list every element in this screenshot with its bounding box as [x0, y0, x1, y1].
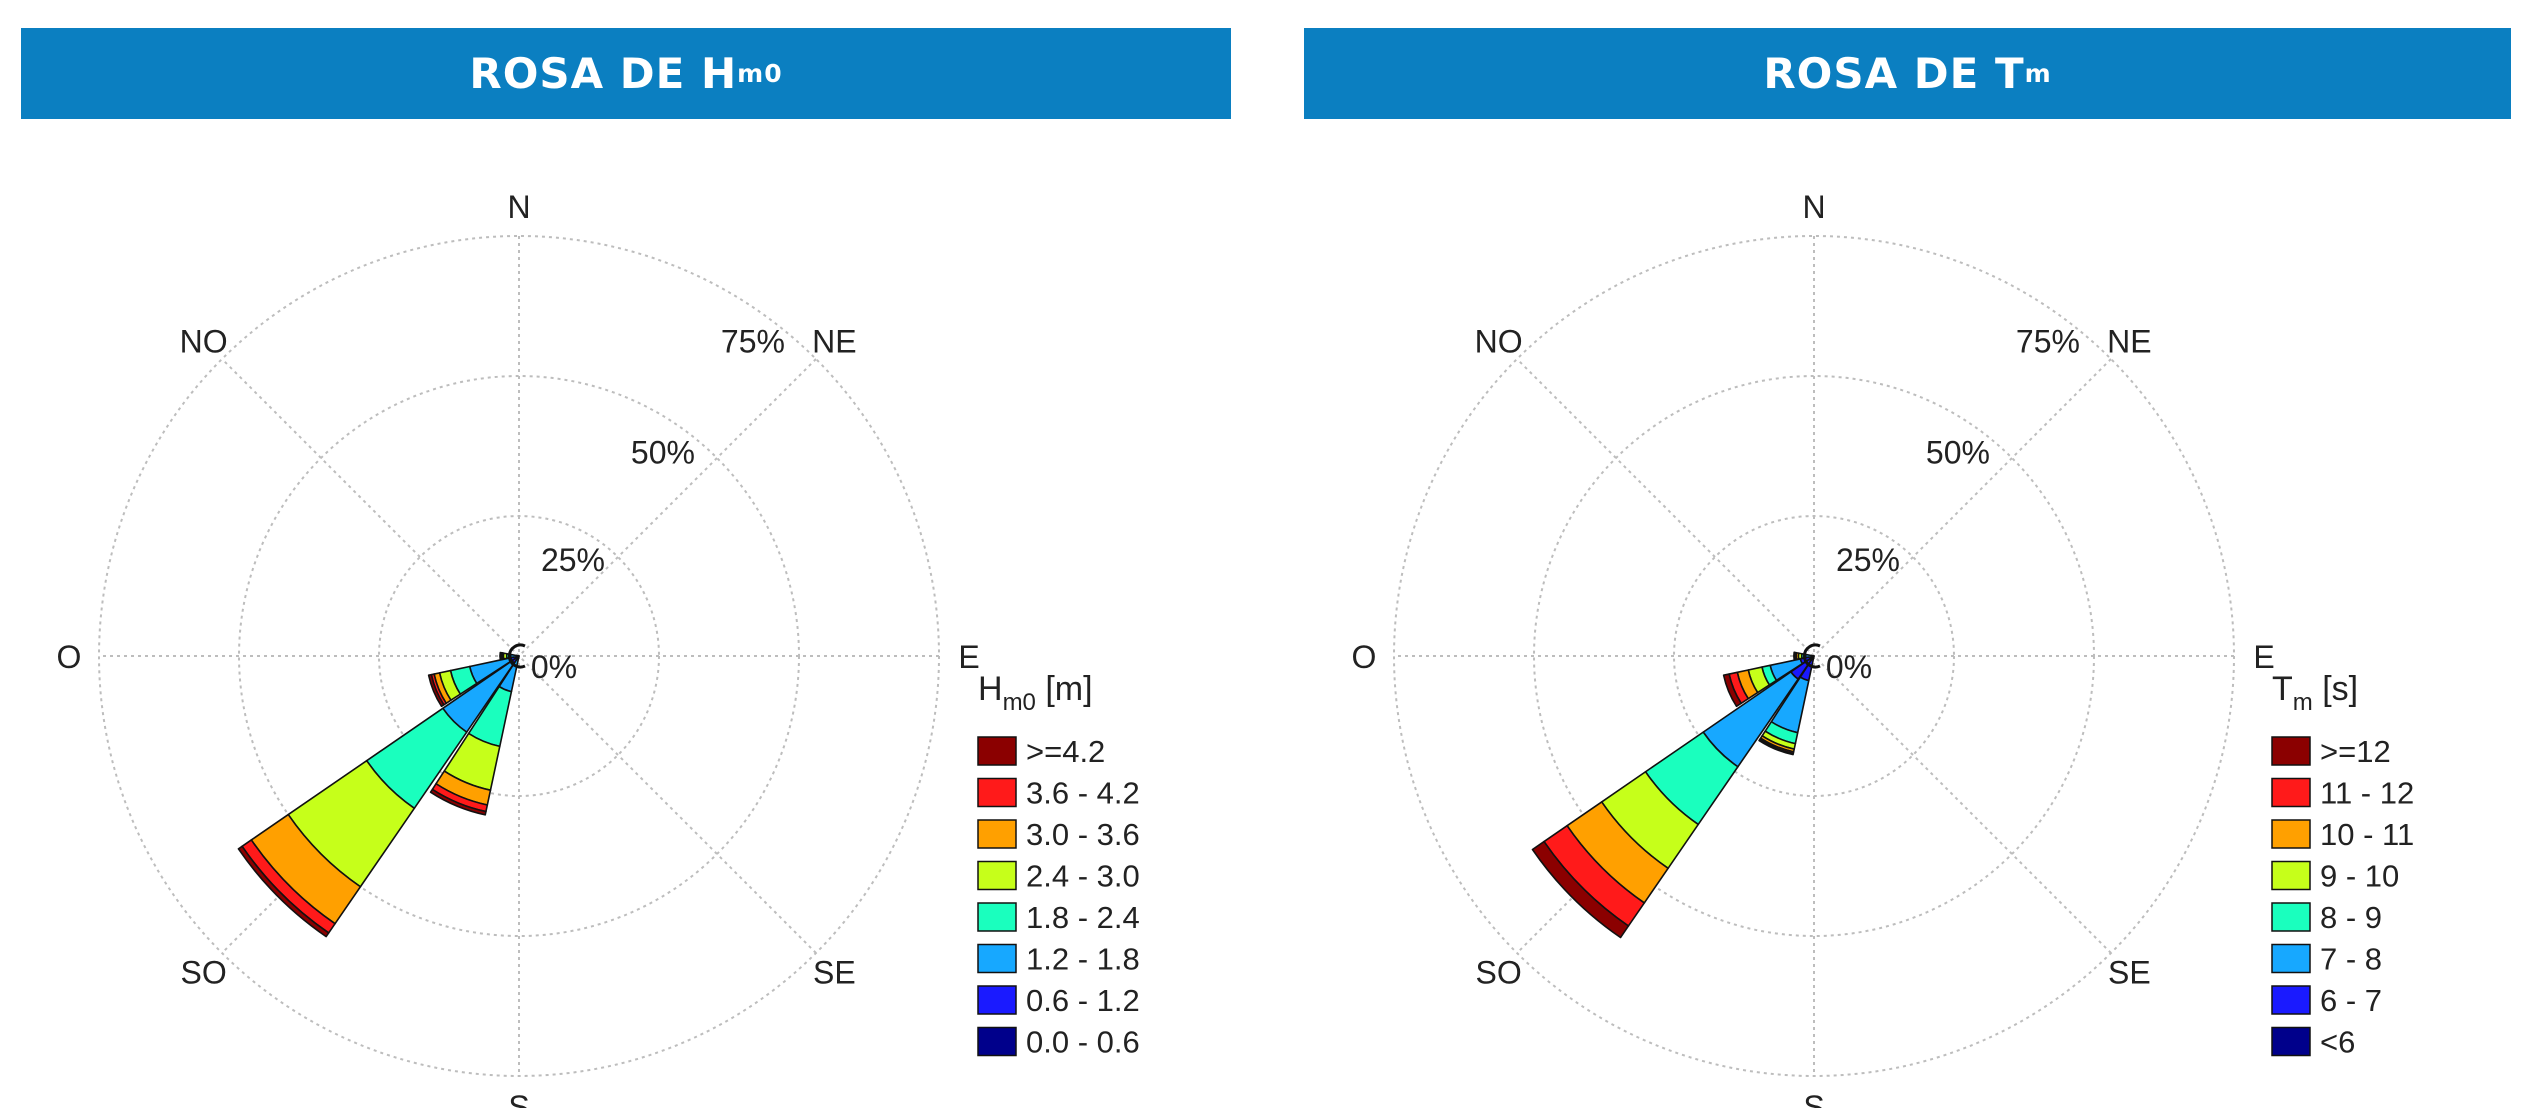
tm-direction-label-ne: NE	[2107, 324, 2151, 360]
hm0-direction-label-ne: NE	[812, 324, 856, 360]
hm0-ring-label-0: 0%	[531, 649, 577, 685]
tm-legend-swatch	[2271, 819, 2311, 849]
tm-legend-swatch	[2271, 985, 2311, 1015]
hm0-legend-label: 2.4 - 3.0	[1026, 859, 1140, 894]
tm-direction-label-e: E	[2253, 639, 2274, 675]
hm0-direction-label-o: O	[57, 639, 82, 675]
tm-legend-label: 8 - 9	[2320, 900, 2382, 935]
tm-ring-label-1: 25%	[1836, 542, 1900, 578]
hm0-ring-label-2: 50%	[631, 435, 695, 471]
hm0-direction-label-so: SO	[181, 954, 227, 990]
tm-wedge-segment	[1531, 840, 1630, 939]
hm0-legend-label: >=4.2	[1026, 734, 1105, 769]
tm-ring-label-3: 75%	[2016, 323, 2080, 359]
hm0-direction-label-no: NO	[180, 324, 228, 360]
tm-legend-swatch	[2271, 943, 2311, 974]
hm0-legend-label: 3.6 - 4.2	[1026, 776, 1140, 811]
hm0-legend-label: 1.2 - 1.8	[1026, 942, 1140, 977]
hm0-wedge-segment	[237, 845, 330, 938]
tm-legend-label: 7 - 8	[2320, 942, 2382, 977]
hm0-legend: Hm0 [m] >=4.2 3.6 - 4.2 3.0 - 3.6 2.4 - 3.0 1…	[977, 670, 1140, 1060]
tm-legend-label: <6	[2320, 1025, 2355, 1060]
hm0-legend-swatch	[977, 819, 1017, 849]
tm-legend-label: >=12	[2320, 734, 2391, 769]
hm0-legend-label: 3.0 - 3.6	[1026, 817, 1140, 852]
hm0-center-marker	[507, 643, 526, 669]
hm0-direction-label-e: E	[958, 639, 979, 675]
tm-wind-rose: N NE E SE S SO O NO 0% 25% 50% 75% Tm [s] >=12 11 - 12…	[1352, 189, 2415, 1108]
hm0-legend-swatch	[977, 1026, 1017, 1057]
hm0-legend-swatch	[977, 902, 1017, 932]
hm0-ring-label-3: 75%	[721, 323, 785, 359]
hm0-legend-title: Hm0 [m]	[978, 670, 1093, 716]
tm-direction-label-n: N	[1802, 189, 1825, 225]
hm0-wind-rose: N NE E SE S SO O NO 0% 25% 50% 75% Hm0 [m] >=4.2 3.6 -…	[57, 189, 1140, 1108]
hm0-legend-swatch	[977, 943, 1017, 974]
tm-wedge-segment	[1722, 673, 1742, 708]
tm-legend-label: 10 - 11	[2320, 817, 2414, 852]
tm-legend-swatch	[2271, 777, 2311, 808]
hm0-legend-swatch	[977, 860, 1017, 891]
tm-legend-swatch	[2271, 902, 2311, 932]
hm0-wedge-segment	[427, 673, 445, 708]
hm0-direction-label-se: SE	[813, 954, 856, 990]
tm-ring-label-0: 0%	[1826, 649, 1872, 685]
hm0-title-sub: m0	[737, 59, 783, 88]
tm-title-main: ROSA DE T	[1763, 49, 2025, 98]
hm0-legend-swatch	[977, 736, 1017, 766]
tm-direction-label-s: S	[1803, 1089, 1824, 1108]
tm-wedge-segment	[1793, 651, 1796, 661]
tm-legend-swatch	[2271, 736, 2311, 766]
hm0-legend-swatch	[977, 985, 1017, 1015]
tm-title-sub: m	[2024, 59, 2052, 88]
tm-direction-label-no: NO	[1475, 324, 1523, 360]
tm-legend-swatch	[2271, 860, 2311, 891]
tm-legend-title: Tm [s]	[2272, 670, 2358, 716]
tm-direction-label-so: SO	[1476, 954, 1522, 990]
hm0-title-main: ROSA DE H	[469, 49, 738, 98]
hm0-direction-label-n: N	[507, 189, 530, 225]
tm-legend: Tm [s] >=12 11 - 12 10 - 11 9 - 10 8 - 9 7 - 8…	[2271, 670, 2414, 1060]
tm-legend-label: 9 - 10	[2320, 859, 2399, 894]
hm0-legend-label: 1.8 - 2.4	[1026, 900, 1140, 935]
hm0-legend-swatch	[977, 777, 1017, 808]
tm-legend-swatch	[2271, 1026, 2311, 1057]
hm0-wedge-segment	[499, 651, 503, 661]
hm0-legend-label: 0.0 - 0.6	[1026, 1025, 1140, 1060]
hm0-ring-label-1: 25%	[541, 542, 605, 578]
tm-direction-label-o: O	[1352, 639, 1377, 675]
tm-wedge-segment	[1758, 738, 1795, 756]
hm0-legend-label: 0.6 - 1.2	[1026, 983, 1140, 1018]
tm-direction-label-se: SE	[2108, 954, 2151, 990]
tm-ring-label-2: 50%	[1926, 435, 1990, 471]
hm0-direction-label-s: S	[508, 1089, 529, 1108]
tm-legend-label: 11 - 12	[2320, 776, 2414, 811]
hm0-wedge-segment	[429, 788, 487, 816]
tm-center-marker	[1802, 643, 1821, 669]
tm-legend-label: 6 - 7	[2320, 983, 2382, 1018]
